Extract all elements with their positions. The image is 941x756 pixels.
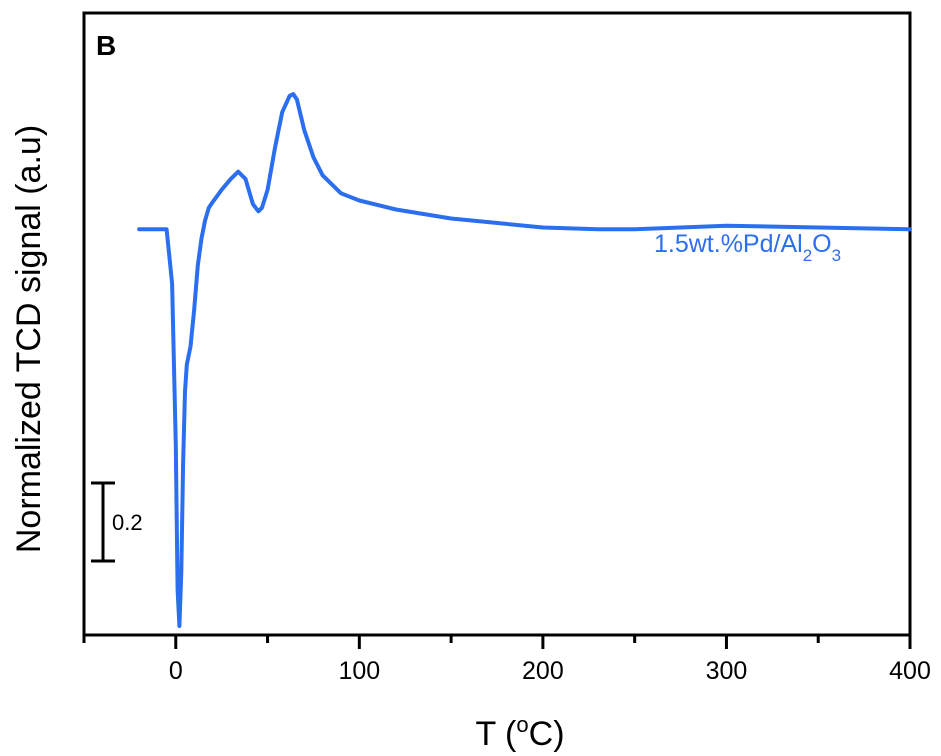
series-label-sub1: 2 xyxy=(803,246,812,265)
scale-bar-label: 0.2 xyxy=(112,510,143,535)
scale-bar: 0.2 xyxy=(91,481,143,563)
series-line xyxy=(137,92,912,628)
panel-label: B xyxy=(96,30,116,61)
series-label-main: 1.5wt.%Pd/Al xyxy=(654,230,803,258)
x-axis-title-sup: o xyxy=(516,712,528,737)
x-tick-label-0: 0 xyxy=(169,657,183,685)
y-axis-title: Normalized TCD signal (a.u) xyxy=(10,125,48,553)
x-tick-label-4: 400 xyxy=(889,657,931,685)
x-axis-title-main: T ( xyxy=(475,715,517,753)
x-tick-label-1: 100 xyxy=(338,657,380,685)
x-tick-label-2: 200 xyxy=(522,657,564,685)
x-tick-label-3: 300 xyxy=(706,657,748,685)
x-axis-ticks xyxy=(82,635,912,649)
plot-frame xyxy=(82,11,912,637)
series-label: 1.5wt.%Pd/Al2O3 xyxy=(654,230,841,265)
series-label-mid: O xyxy=(812,230,831,258)
x-axis-tick-labels: 0 100 200 300 400 xyxy=(169,657,931,685)
x-axis-title: T (oC) xyxy=(475,712,564,753)
x-axis-title-end: C) xyxy=(529,715,565,753)
series-label-sub2: 3 xyxy=(832,246,841,265)
